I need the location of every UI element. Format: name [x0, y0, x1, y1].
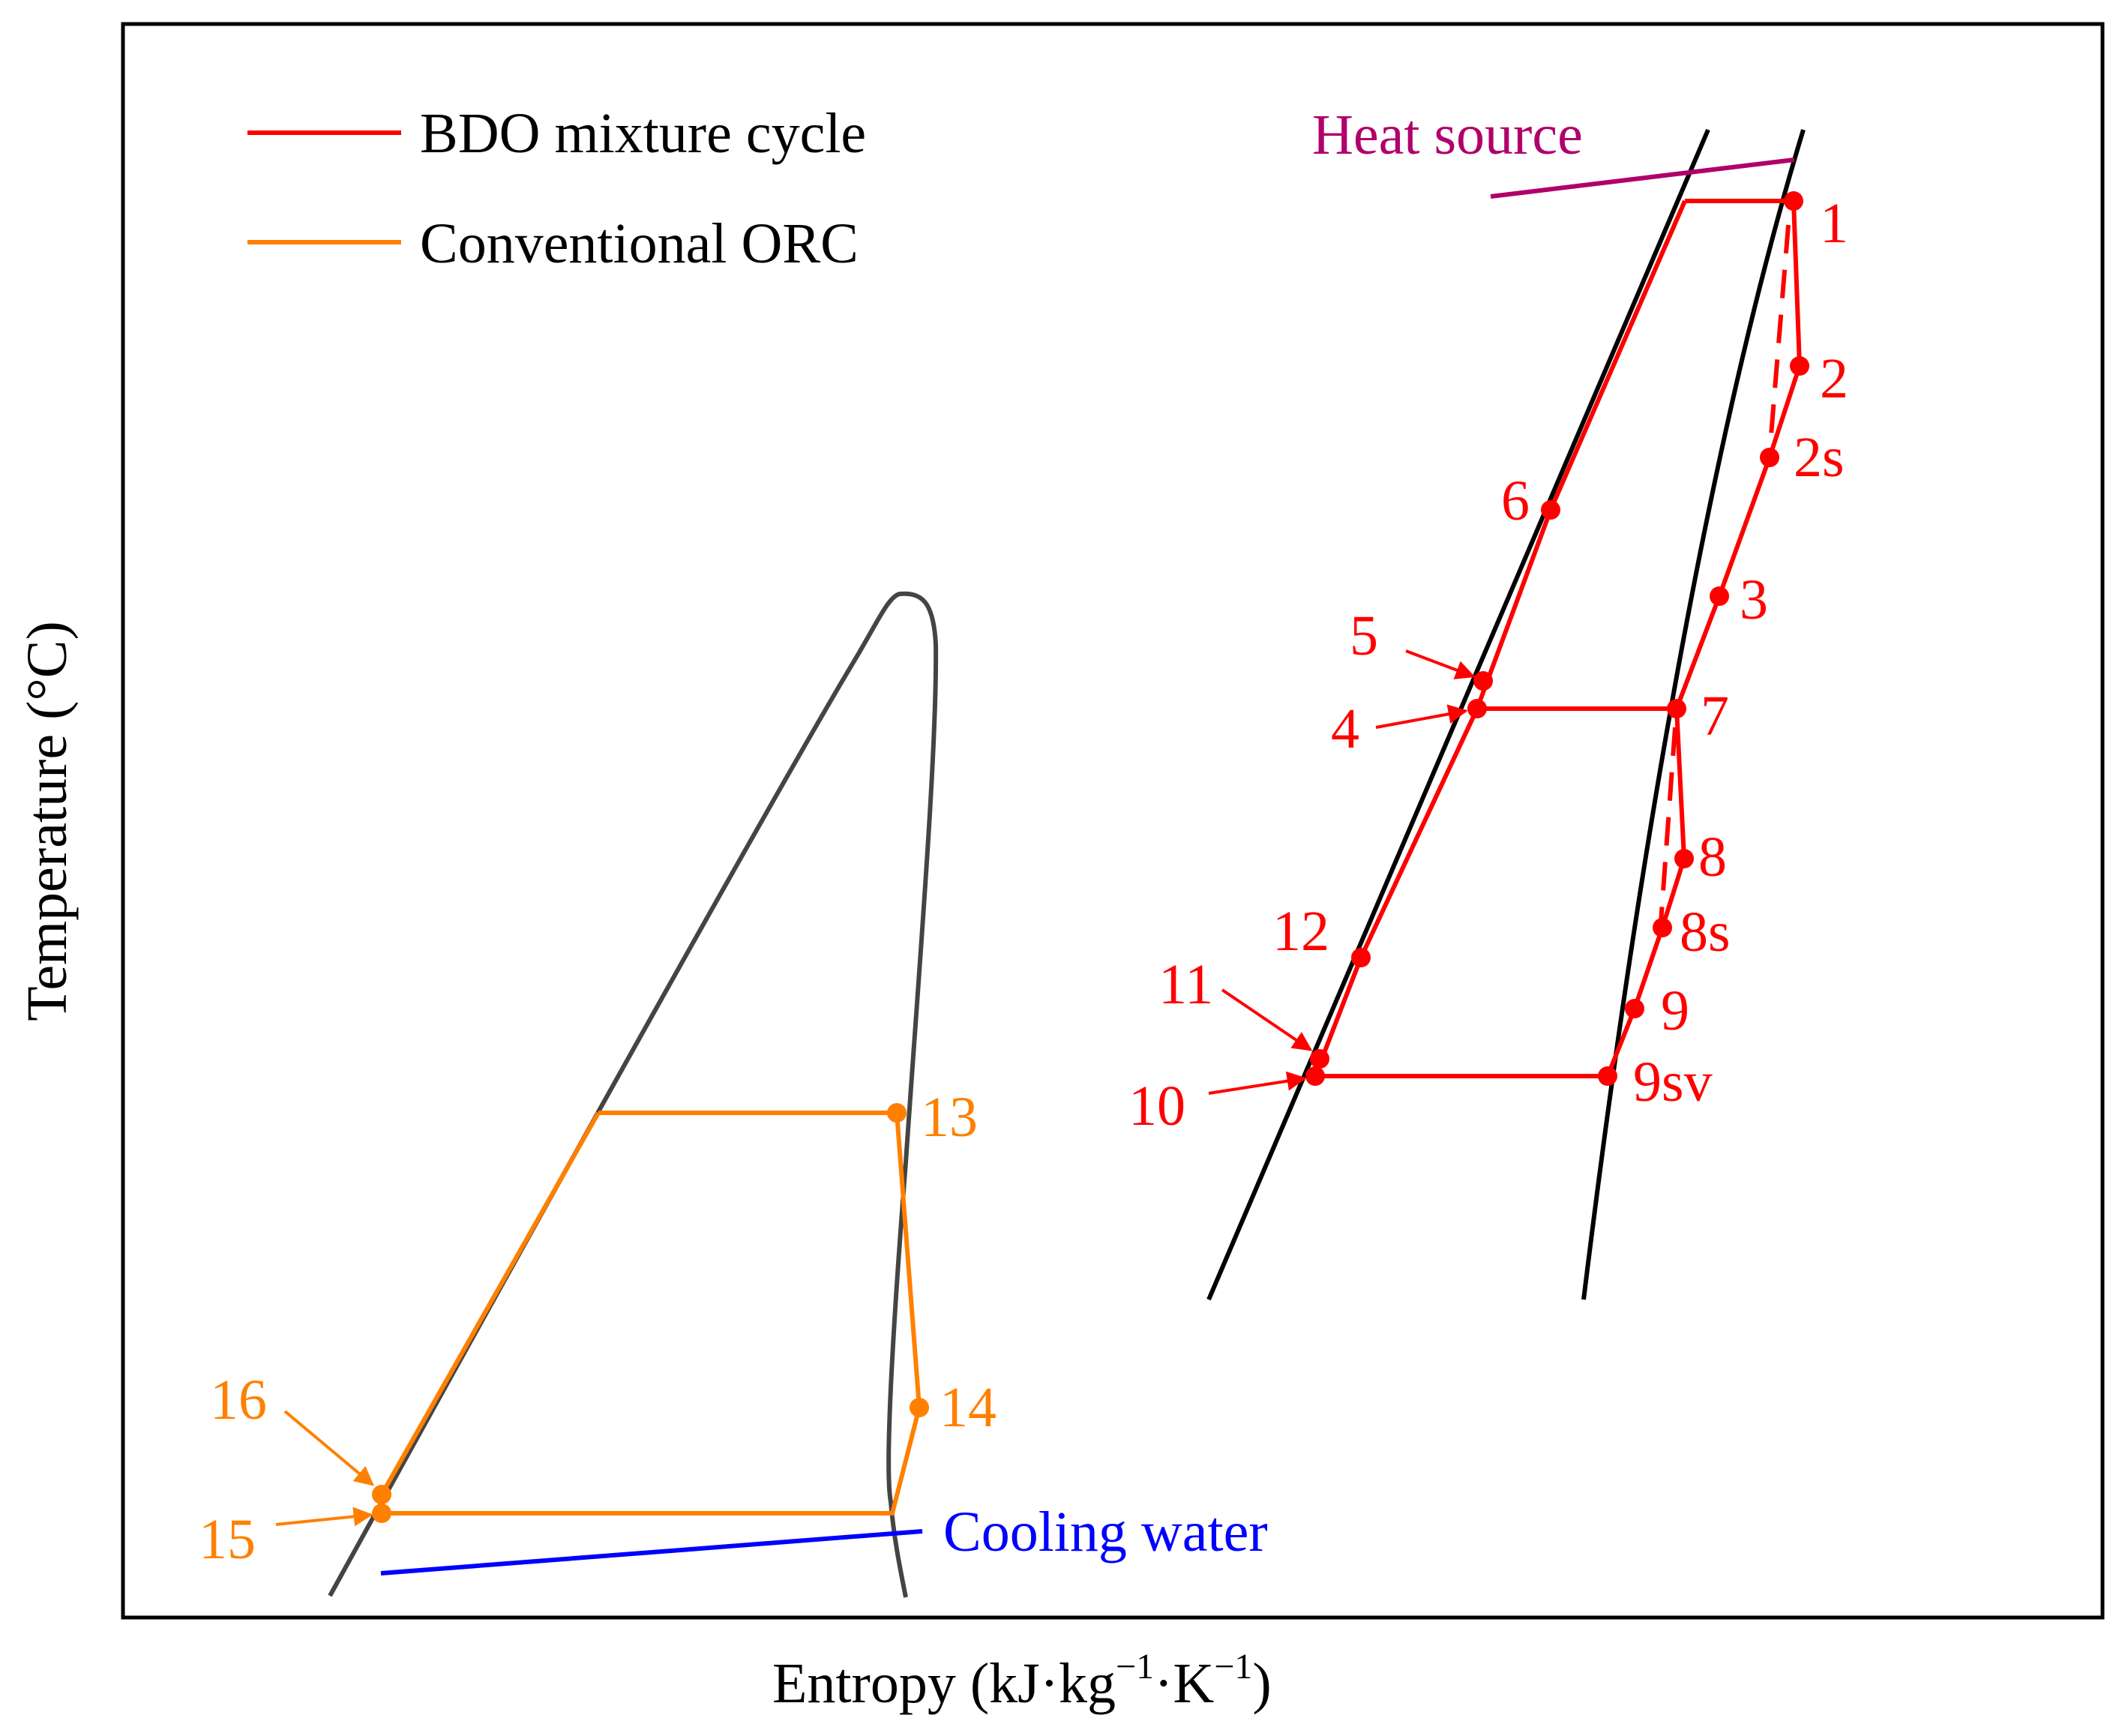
state-point-1 [1784, 191, 1803, 211]
state-point-2 [1790, 356, 1809, 376]
arrow-11 [1221, 988, 1313, 1051]
state-point-12 [1351, 948, 1371, 967]
label-point-9sv: 9sv [1633, 1051, 1713, 1114]
orc-state-points [372, 1103, 929, 1523]
arrow-4 [1375, 704, 1468, 729]
label-point-1: 1 [1820, 192, 1848, 255]
legend-label-bdo: BDO mixture cycle [420, 102, 866, 165]
state-point-4 [1467, 699, 1487, 718]
label-point-6: 6 [1501, 469, 1530, 532]
plot-frame [121, 22, 2105, 1620]
x-axis-title: Entropy (kJ·kg−1·K−1) [772, 1647, 1272, 1715]
label-point-4: 4 [1331, 697, 1359, 760]
state-point-2s [1760, 448, 1779, 467]
bdo-state-points [1305, 191, 1809, 1086]
state-point-13 [887, 1103, 907, 1123]
cooling-water-line [380, 1529, 923, 1576]
heat-source-line [1490, 157, 1795, 199]
state-point-3 [1710, 586, 1729, 606]
state-point-9sv [1598, 1066, 1617, 1086]
bdo-point-labels: 1 2 2s 3 4 5 6 7 8 8s 9 9sv 10 11 12 [1128, 192, 1848, 1138]
label-point-2s: 2s [1794, 426, 1845, 489]
label-point-7: 7 [1701, 685, 1729, 748]
bdo-low-stage-loop [1311, 707, 1687, 1078]
heat-source-label: Heat source [1312, 103, 1583, 166]
state-point-7 [1667, 699, 1686, 718]
label-point-8: 8 [1698, 826, 1727, 889]
label-point-8s: 8s [1680, 901, 1731, 964]
bdo-isentropic-expansion-high [1767, 224, 1791, 454]
bdo-saturated-liquid-line [1206, 128, 1710, 1301]
label-point-15: 15 [199, 1508, 256, 1571]
orc-saturation-dome [328, 591, 939, 1598]
label-point-14: 14 [940, 1376, 997, 1439]
state-point-5 [1473, 671, 1493, 691]
label-point-13: 13 [921, 1086, 978, 1149]
state-point-15 [372, 1504, 391, 1523]
label-point-5: 5 [1350, 604, 1378, 667]
state-point-11 [1310, 1049, 1329, 1069]
state-point-16 [372, 1485, 391, 1504]
label-point-3: 3 [1740, 568, 1768, 631]
label-point-2: 2 [1820, 347, 1848, 410]
state-point-8 [1674, 849, 1694, 868]
leader-arrows [275, 649, 1476, 1527]
label-point-12: 12 [1272, 900, 1329, 963]
state-point-9 [1625, 999, 1644, 1018]
cooling-water-label: Cooling water [943, 1501, 1268, 1564]
orc-cycle [379, 1111, 922, 1516]
legend: BDO mixture cycle Conventional ORC [247, 102, 866, 275]
arrow-15 [275, 1507, 373, 1527]
orc-point-labels: 13 14 15 16 [199, 1086, 997, 1571]
y-axis-title: Temperature (°C) [16, 621, 79, 1021]
label-point-9: 9 [1661, 979, 1689, 1042]
label-point-10: 10 [1128, 1075, 1185, 1138]
state-point-8s [1653, 918, 1672, 937]
legend-label-orc: Conventional ORC [420, 212, 859, 275]
bdo-isentropic-expansion-low [1659, 727, 1677, 923]
arrow-5 [1405, 649, 1476, 679]
state-point-14 [910, 1398, 929, 1417]
arrow-16 [283, 1410, 374, 1486]
state-point-6 [1541, 500, 1560, 520]
label-point-16: 16 [210, 1369, 267, 1432]
state-point-10 [1305, 1066, 1325, 1086]
label-point-11: 11 [1158, 953, 1213, 1016]
bdo-high-stage-loop [1473, 199, 1803, 711]
arrow-10 [1208, 1071, 1307, 1095]
bdo-saturated-vapor-line [1581, 129, 1806, 1300]
